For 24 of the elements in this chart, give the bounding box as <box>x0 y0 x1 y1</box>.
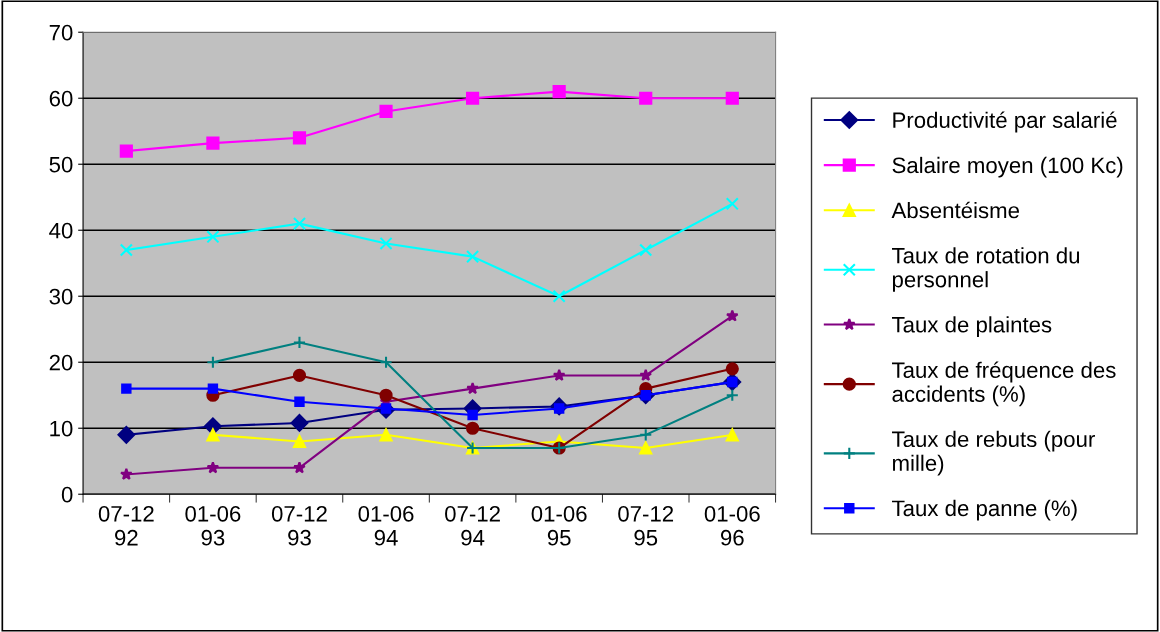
x-tick-label: 07-12 93 <box>271 505 327 546</box>
y-tick-label: 0 <box>61 486 73 503</box>
y-tick-label: 20 <box>49 354 73 371</box>
legend-label: Taux de fréquence des accidents (%) <box>892 361 1116 407</box>
y-tick-label: 70 <box>49 24 73 41</box>
y-tick-label: 40 <box>49 222 73 239</box>
legend-label: Taux de rotation du personnel <box>892 247 1080 292</box>
x-tick-label: 01-06 94 <box>358 505 414 546</box>
y-tick-label: 30 <box>49 288 73 305</box>
legend-label: Taux de plaintes <box>892 316 1052 337</box>
legend-label: Absentéisme <box>891 201 1019 219</box>
legend-label: Taux de panne (%) <box>892 499 1077 521</box>
y-tick-label: 10 <box>50 420 73 437</box>
x-tick-label: 01-06 93 <box>185 505 241 546</box>
x-tick-label: 01-06 95 <box>531 505 587 546</box>
y-tick-label: 60 <box>49 90 73 107</box>
x-tick-label: 07-12 92 <box>98 505 154 546</box>
x-tick-label: 07-12 94 <box>445 505 500 546</box>
x-tick-label: 07-12 95 <box>618 505 674 546</box>
y-tick-label: 50 <box>49 156 73 173</box>
legend-label: Taux de rebuts (pour mille) <box>892 430 1095 476</box>
x-tick-label: 01-06 96 <box>704 505 760 546</box>
legend-label: Productivité par salarié <box>893 111 1117 133</box>
legend-label: Salaire moyen (100 Kc) <box>892 156 1123 178</box>
